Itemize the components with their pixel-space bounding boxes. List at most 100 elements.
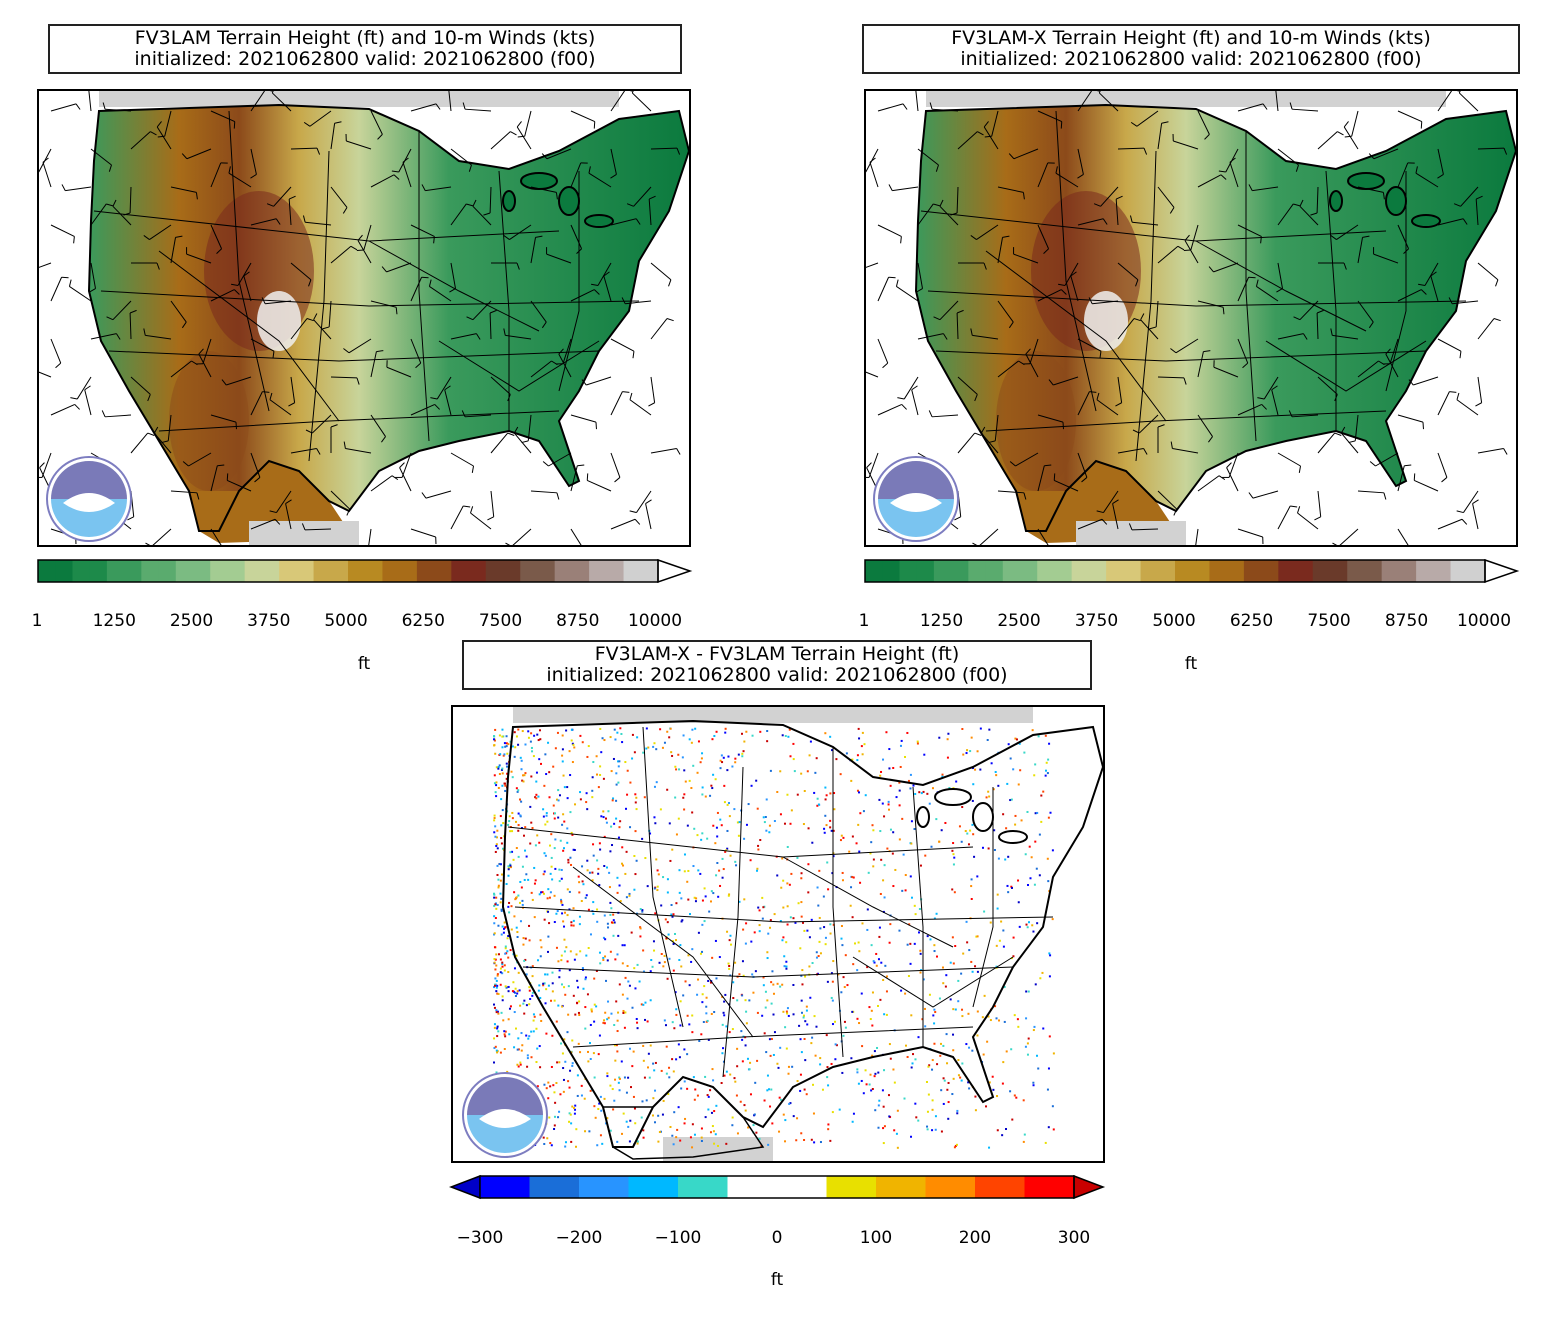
wind-barb-flag <box>929 102 933 110</box>
colorbar-tick-label: 8750 <box>556 611 600 631</box>
difference-pixel <box>961 1015 964 1018</box>
difference-pixel <box>837 973 840 976</box>
wind-barb <box>243 275 252 302</box>
great-lake <box>1411 214 1441 228</box>
difference-pixel <box>815 951 818 954</box>
difference-pixel <box>599 962 602 965</box>
wind-barb-flag <box>444 385 451 391</box>
difference-pixel <box>770 1002 773 1005</box>
wind-barb <box>1037 465 1045 492</box>
difference-pixel <box>683 793 686 796</box>
difference-pixel <box>567 858 570 861</box>
wind-barb-flag <box>542 461 549 467</box>
difference-pixel <box>743 898 746 901</box>
difference-pixel <box>498 734 501 737</box>
difference-pixel <box>566 827 569 830</box>
difference-pixel <box>816 797 819 800</box>
difference-pixel <box>951 849 954 852</box>
wind-barb-flag <box>1093 203 1101 207</box>
difference-pixel <box>663 741 666 744</box>
difference-pixel <box>550 1065 553 1068</box>
difference-pixel <box>1027 990 1030 993</box>
difference-pixel <box>920 792 923 795</box>
difference-pixel <box>542 815 545 818</box>
difference-pixel <box>687 954 690 957</box>
difference-pixel <box>768 1088 771 1091</box>
wind-barb <box>271 92 292 112</box>
difference-pixel <box>952 962 955 965</box>
difference-pixel <box>571 1039 574 1042</box>
difference-pixel <box>882 758 885 761</box>
difference-pixel <box>781 734 784 737</box>
difference-pixel <box>513 1011 516 1014</box>
difference-pixel <box>496 1035 499 1038</box>
great-lake <box>520 172 558 190</box>
wind-barb <box>1015 452 1039 467</box>
difference-pixel <box>970 898 973 901</box>
difference-pixel <box>497 786 500 789</box>
difference-pixel <box>611 799 614 802</box>
difference-pixel <box>714 842 717 845</box>
difference-pixel <box>704 795 707 798</box>
difference-pixel <box>649 832 652 835</box>
difference-pixel <box>681 919 684 922</box>
wind-barb-flag <box>243 271 250 277</box>
difference-pixel <box>527 736 530 739</box>
coastline <box>914 103 1516 532</box>
difference-pixel <box>494 825 497 828</box>
difference-pixel <box>677 817 680 820</box>
wind-barb-flag <box>1089 391 1097 393</box>
wind-barb-flag <box>147 394 151 402</box>
difference-pixel <box>509 863 512 866</box>
difference-pixel <box>508 901 511 904</box>
wind-barb <box>1277 203 1294 226</box>
wind-barb <box>210 414 237 423</box>
difference-pixel <box>979 727 982 730</box>
wind-barb <box>129 186 132 214</box>
difference-pixel <box>493 1047 496 1050</box>
difference-pixel <box>811 1036 814 1039</box>
difference-pixel <box>815 956 818 959</box>
wind-barb <box>570 224 583 249</box>
difference-pixel <box>494 903 497 906</box>
difference-pixel <box>701 923 704 926</box>
wind-barb-flag <box>1403 248 1409 254</box>
wind-barb <box>516 126 532 150</box>
difference-pixel <box>1026 810 1029 813</box>
difference-pixel <box>772 1053 775 1056</box>
difference-pixel <box>583 1097 586 1100</box>
difference-pixel <box>981 1016 984 1019</box>
difference-pixel <box>691 728 694 731</box>
difference-pixel <box>870 944 873 947</box>
difference-pixel <box>947 1101 950 1104</box>
wind-barb-flag <box>74 404 80 410</box>
difference-pixel <box>532 1030 535 1033</box>
difference-pixel <box>529 805 532 808</box>
difference-pixel <box>1012 936 1015 939</box>
wind-barb-flag <box>954 516 961 521</box>
wind-barb-flag <box>974 394 978 402</box>
wind-barb-flag <box>503 328 506 336</box>
difference-pixel <box>982 1053 985 1056</box>
panel3-difference-map <box>453 707 1103 1161</box>
wind-barb <box>1237 277 1250 302</box>
wind-barb <box>1316 312 1319 340</box>
wind-barb <box>186 148 212 160</box>
difference-pixel <box>701 832 704 835</box>
difference-pixel <box>933 917 936 920</box>
wind-barb-flag <box>269 510 277 514</box>
difference-pixel <box>786 1007 789 1010</box>
difference-pixel <box>560 898 563 901</box>
difference-pixel <box>649 970 652 973</box>
difference-pixel <box>758 930 761 933</box>
difference-pixel <box>1003 1020 1006 1023</box>
difference-pixel <box>976 1010 979 1013</box>
wind-barb <box>1013 253 1039 264</box>
difference-pixel <box>548 896 551 899</box>
difference-pixel <box>779 1046 782 1049</box>
wind-barb-flag <box>1143 147 1148 155</box>
difference-pixel <box>766 957 769 960</box>
wind-barb <box>90 333 117 340</box>
difference-pixel <box>572 924 575 927</box>
wind-barb-flag <box>882 362 889 369</box>
